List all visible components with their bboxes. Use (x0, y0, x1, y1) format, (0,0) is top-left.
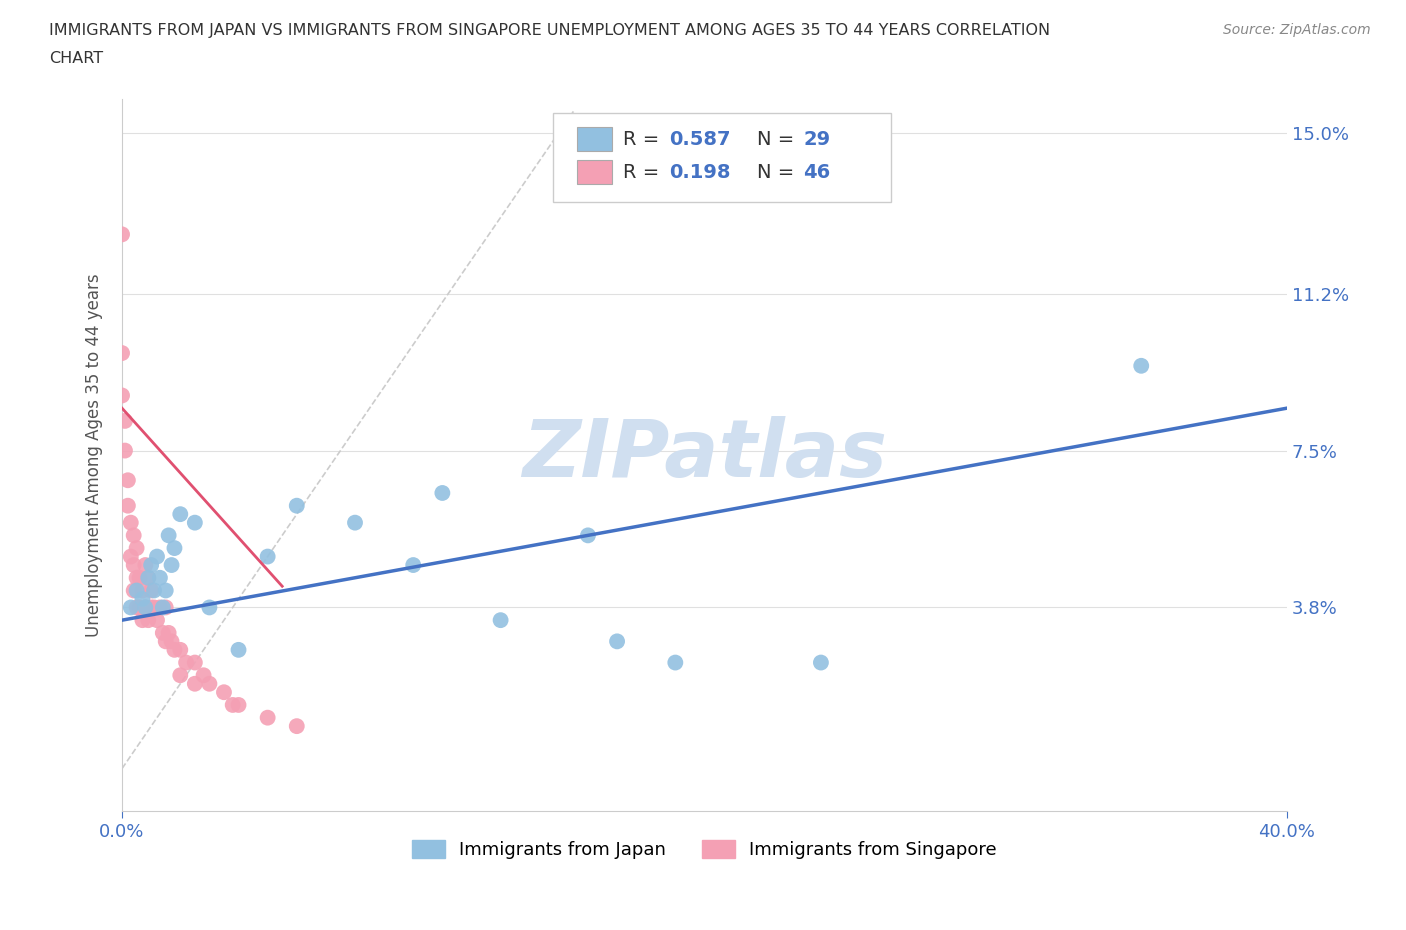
Point (122, 583, 145, 598)
Point (114, 443, 136, 458)
FancyBboxPatch shape (578, 127, 613, 152)
FancyBboxPatch shape (553, 113, 891, 202)
Text: N =: N = (756, 130, 800, 149)
Point (228, 698, 250, 712)
Point (157, 626, 180, 641)
Point (606, 634, 628, 649)
Point (128, 600, 150, 615)
Point (152, 600, 174, 615)
Point (228, 643, 250, 658)
Point (117, 498, 139, 513)
Point (114, 414, 136, 429)
Y-axis label: Unemployment Among Ages 35 to 44 years: Unemployment Among Ages 35 to 44 years (86, 273, 103, 637)
Point (134, 600, 156, 615)
Point (285, 498, 308, 513)
Point (134, 558, 156, 573)
Point (128, 570, 150, 585)
Text: R =: R = (623, 163, 665, 181)
FancyBboxPatch shape (578, 160, 613, 184)
Point (131, 583, 153, 598)
Point (576, 528, 599, 543)
Text: 46: 46 (803, 163, 831, 181)
Point (120, 515, 142, 530)
Point (125, 540, 148, 555)
Point (174, 655, 197, 670)
Point (143, 583, 166, 598)
Point (125, 583, 148, 598)
Text: R =: R = (623, 130, 665, 149)
Point (402, 558, 425, 573)
Point (155, 634, 177, 649)
Point (120, 549, 142, 564)
Point (111, 227, 134, 242)
Point (489, 613, 512, 628)
Point (198, 676, 221, 691)
Point (157, 528, 180, 543)
Point (149, 600, 172, 615)
Point (163, 643, 186, 658)
Point (111, 388, 134, 403)
Point (169, 643, 191, 658)
Point (134, 600, 156, 615)
Point (212, 684, 235, 699)
Point (125, 600, 148, 615)
Point (184, 515, 207, 530)
Point (120, 600, 142, 615)
Point (160, 634, 183, 649)
Point (432, 485, 454, 500)
Point (143, 600, 166, 615)
Point (117, 472, 139, 487)
Point (136, 570, 159, 585)
Point (222, 698, 245, 712)
Point (152, 626, 174, 641)
Point (146, 613, 169, 628)
Point (141, 558, 163, 573)
Point (810, 655, 832, 670)
Point (155, 583, 177, 598)
Point (131, 591, 153, 606)
Point (122, 558, 145, 573)
Point (125, 570, 148, 585)
Point (136, 570, 159, 585)
Text: Source: ZipAtlas.com: Source: ZipAtlas.com (1223, 23, 1371, 37)
Point (122, 528, 145, 543)
Point (136, 613, 159, 628)
Text: CHART: CHART (49, 51, 103, 66)
Point (256, 711, 278, 725)
Text: 29: 29 (803, 130, 831, 149)
Point (256, 549, 278, 564)
Point (1130, 358, 1153, 373)
Text: 0.198: 0.198 (669, 163, 731, 181)
Point (169, 668, 191, 683)
Point (149, 570, 172, 585)
Point (131, 613, 153, 628)
Point (184, 676, 207, 691)
Text: N =: N = (756, 163, 800, 181)
Text: IMMIGRANTS FROM JAPAN VS IMMIGRANTS FROM SINGAPORE UNEMPLOYMENT AMONG AGES 35 TO: IMMIGRANTS FROM JAPAN VS IMMIGRANTS FROM… (49, 23, 1050, 38)
Point (184, 655, 207, 670)
Point (141, 600, 163, 615)
Point (163, 540, 186, 555)
Point (343, 515, 366, 530)
Point (169, 507, 191, 522)
Point (664, 655, 686, 670)
Point (160, 558, 183, 573)
Point (193, 668, 215, 683)
Point (285, 719, 308, 734)
Text: 0.587: 0.587 (669, 130, 731, 149)
Point (198, 600, 221, 615)
Point (141, 583, 163, 598)
Point (111, 346, 134, 361)
Text: ZIPatlas: ZIPatlas (522, 416, 887, 494)
Point (155, 600, 177, 615)
Point (146, 549, 169, 564)
Legend: Immigrants from Japan, Immigrants from Singapore: Immigrants from Japan, Immigrants from S… (412, 840, 997, 859)
